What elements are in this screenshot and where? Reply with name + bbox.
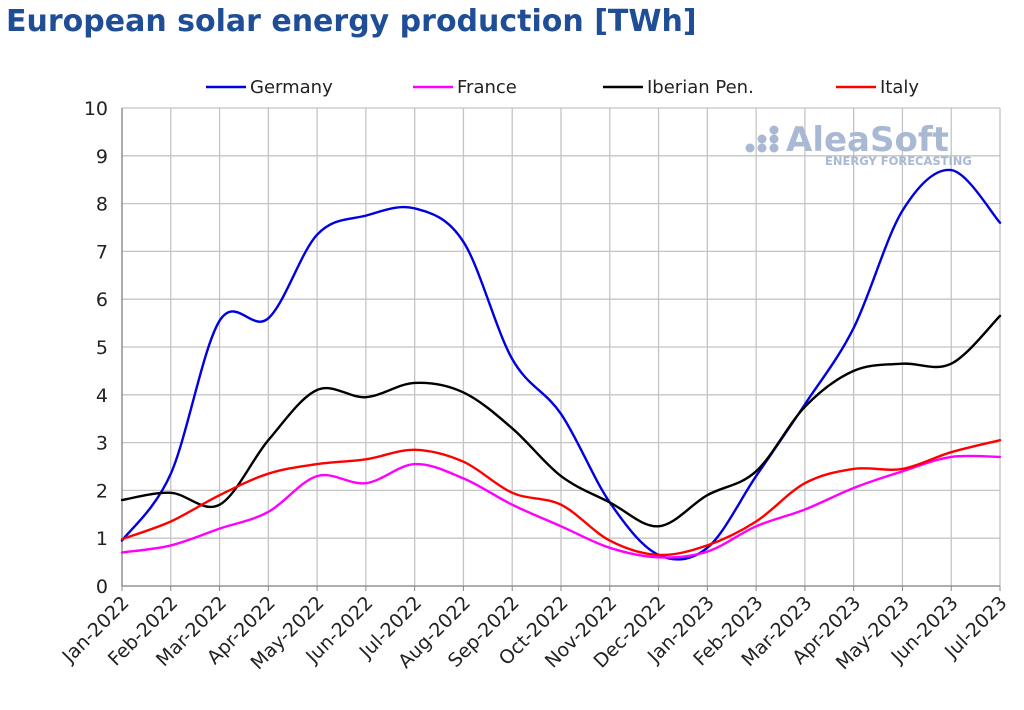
y-tick-label: 10 bbox=[84, 98, 108, 120]
series-lines bbox=[120, 168, 1002, 561]
y-tick-label: 8 bbox=[96, 194, 108, 216]
y-tick-label: 5 bbox=[96, 337, 108, 359]
legend-label-germany: Germany bbox=[250, 77, 333, 98]
y-tick-label: 2 bbox=[96, 480, 108, 502]
y-tick-label: 4 bbox=[96, 385, 108, 407]
series-line-iberian-pen bbox=[120, 314, 1002, 528]
series-line-germany bbox=[120, 168, 1002, 561]
legend-label-iberian-pen: Iberian Pen. bbox=[647, 77, 754, 98]
svg-text:ENERGY FORECASTING: ENERGY FORECASTING bbox=[825, 154, 972, 168]
y-tick-label: 0 bbox=[96, 576, 108, 598]
legend-label-france: France bbox=[457, 77, 517, 98]
y-tick-label: 6 bbox=[96, 289, 108, 311]
y-tick-label: 3 bbox=[96, 433, 108, 455]
legend: Germany France Iberian Pen. Italy bbox=[206, 77, 919, 98]
aleasoft-watermark-logo: AleaSoft ENERGY FORECASTING bbox=[745, 120, 972, 168]
series-line-france bbox=[120, 454, 1002, 559]
y-tick-label: 9 bbox=[96, 146, 108, 168]
series-line-italy bbox=[120, 439, 1002, 557]
y-tick-label: 1 bbox=[96, 528, 108, 550]
y-tick-label: 7 bbox=[96, 241, 108, 263]
grid bbox=[121, 107, 1001, 587]
svg-text:AleaSoft: AleaSoft bbox=[786, 120, 949, 160]
legend-label-italy: Italy bbox=[880, 77, 919, 98]
chart-title: European solar energy production [TWh] bbox=[6, 4, 697, 39]
